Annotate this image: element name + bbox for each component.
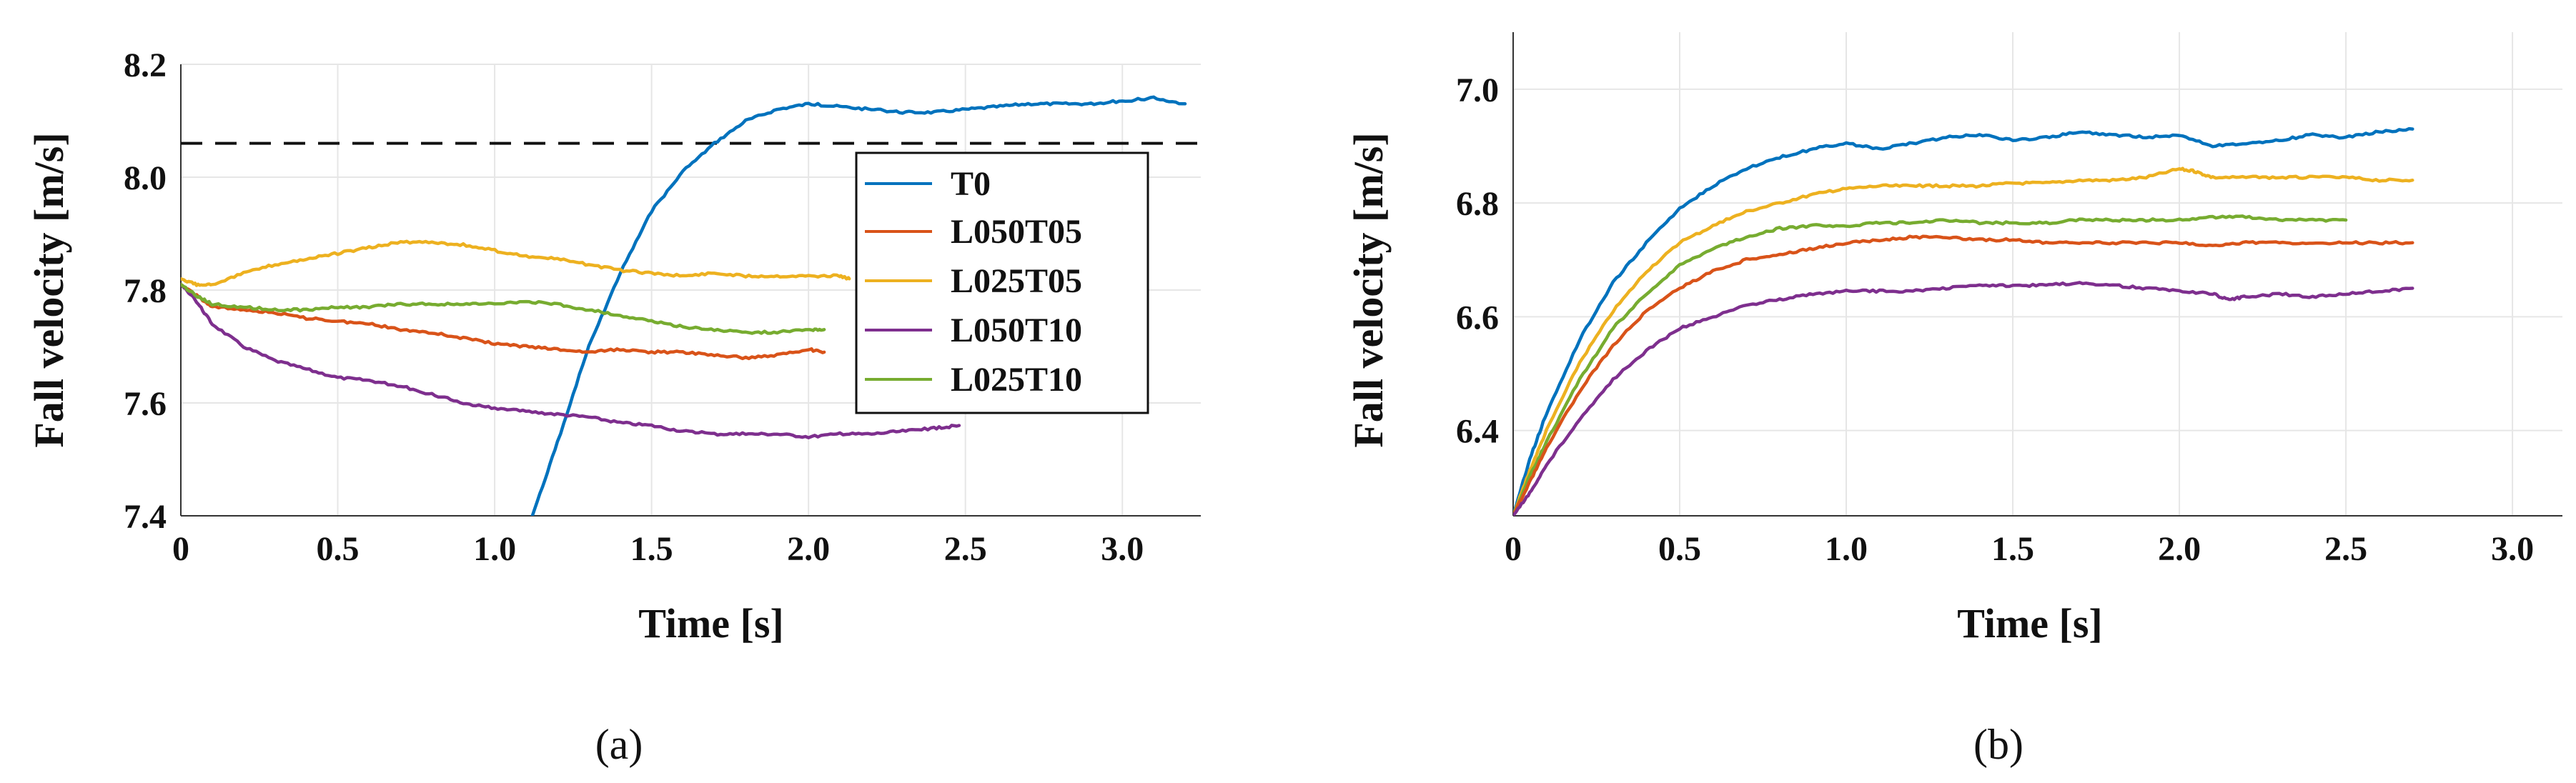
series-line-t0-b <box>1513 126 2414 516</box>
legend-label-l025t10: L025T10 <box>951 361 1082 399</box>
legend-label-l050t05: L050T05 <box>951 213 1082 251</box>
x-tick-label: 0 <box>172 530 189 568</box>
x-tick-label: 0.5 <box>1658 530 1701 568</box>
x-tick-label: 2.0 <box>787 530 830 568</box>
series-line-l050t10-b <box>1513 281 2414 516</box>
series-line-l025t05-b <box>1513 166 2414 516</box>
series-line-l050t05-b <box>1513 234 2414 516</box>
x-tick-label: 3.0 <box>2491 530 2534 568</box>
y-tick-label: 6.6 <box>1456 299 1499 336</box>
series-line-l025t10-b <box>1513 214 2348 516</box>
x-tick-label: 1.5 <box>1991 530 2034 568</box>
legend-label-t0: T0 <box>951 165 991 203</box>
series-group-a <box>181 95 1187 516</box>
legend-label-l025t05: L025T05 <box>951 262 1082 300</box>
x-axis-label-a: Time [s] <box>638 600 784 647</box>
y-axis-label-b: Fall velocity [m/s] <box>1345 132 1392 447</box>
chart-panel-b: 6.4 6.6 6.8 7.0 0 0.5 1.0 1.5 2.0 2.5 3.0 Fall ve… <box>1345 32 2562 768</box>
y-axis-label-a: Fall velocity [m/s] <box>26 132 72 447</box>
legend-a: T0 L050T05 L025T05 L050T10 L025T10 <box>855 151 1149 414</box>
series-line-t0-a <box>530 95 1187 516</box>
x-tick-label: 1.0 <box>473 530 516 568</box>
chart-panel-a: 7.4 7.6 7.8 8.0 8.2 0 0.5 1.0 1.5 2.0 2.5 3.0 Fall… <box>26 46 1201 768</box>
y-tick-label: 8.2 <box>124 46 167 84</box>
x-tick-label: 1.5 <box>630 530 673 568</box>
x-axis-label-b: Time [s] <box>1957 600 2103 647</box>
y-tick-label: 7.4 <box>124 498 167 536</box>
series-line-l050t10-a <box>181 282 961 439</box>
y-tick-label: 7.8 <box>124 272 167 310</box>
y-tick-label: 7.0 <box>1456 71 1499 109</box>
y-tick-label: 6.4 <box>1456 413 1499 451</box>
x-tick-label: 1.0 <box>1825 530 1868 568</box>
x-tick-labels-a: 0 0.5 1.0 1.5 2.0 2.5 3.0 <box>172 530 1144 568</box>
x-tick-labels-b: 0 0.5 1.0 1.5 2.0 2.5 3.0 <box>1505 530 2534 568</box>
y-tick-label: 6.8 <box>1456 185 1499 223</box>
y-tick-labels-a: 7.4 7.6 7.8 8.0 8.2 <box>124 46 167 536</box>
x-tick-label: 0.5 <box>317 530 360 568</box>
y-tick-label: 7.6 <box>124 385 167 423</box>
legend-label-l050t10: L050T10 <box>951 311 1082 349</box>
x-tick-label: 2.5 <box>2324 530 2367 568</box>
series-line-l025t05-a <box>181 239 851 287</box>
caption-a: (a) <box>595 721 643 768</box>
x-tick-label: 2.5 <box>944 530 987 568</box>
series-line-l025t10-a <box>181 282 826 335</box>
series-group-b <box>1513 126 2414 516</box>
y-tick-labels-b: 6.4 6.6 6.8 7.0 <box>1456 71 1499 451</box>
legend-box-a <box>855 151 1149 414</box>
series-line-l050t05-a <box>181 282 826 361</box>
y-tick-label: 8.0 <box>124 159 167 197</box>
x-tick-label: 0 <box>1505 530 1522 568</box>
x-tick-label: 3.0 <box>1101 530 1144 568</box>
caption-b: (b) <box>1973 721 2023 768</box>
x-tick-label: 2.0 <box>2158 530 2201 568</box>
